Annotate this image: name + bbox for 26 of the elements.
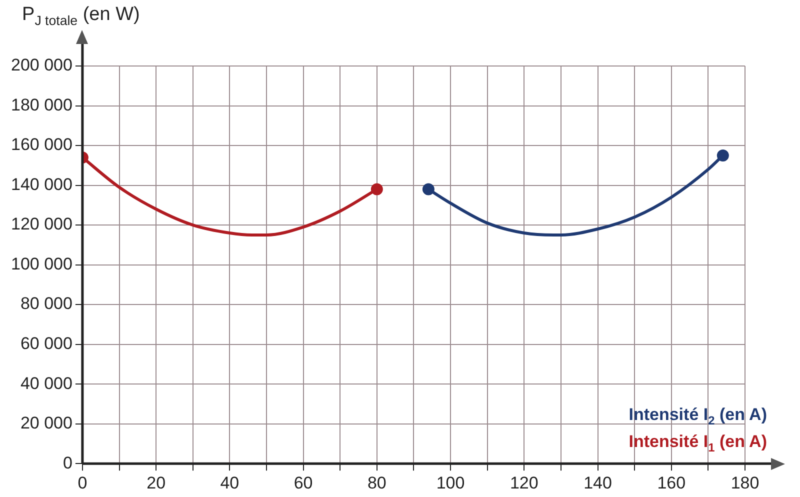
- y-tick-label: 140 000: [11, 174, 72, 194]
- y-axis-title: P$_{J totale}$ (en W): [22, 4, 140, 28]
- point: [422, 183, 434, 196]
- y-tick-label: 120 000: [11, 214, 72, 234]
- x-tick-label: 160: [657, 473, 686, 492]
- x-tick-label: 80: [367, 473, 386, 492]
- text: Intensité I$_{1}$ (en A): [628, 430, 767, 456]
- x-tick-label: 0: [78, 473, 88, 492]
- y-tick-label: 80 000: [20, 294, 72, 314]
- text: Intensité I$_{2}$ (en A): [628, 404, 767, 429]
- x-tick-label: 60: [294, 473, 313, 492]
- point: [716, 149, 729, 162]
- y-tick-label: 0: [62, 453, 72, 472]
- y-tick-label: 180 000: [11, 95, 72, 114]
- x-tick-label: 100: [436, 473, 465, 492]
- x-tick-label: 20: [146, 473, 166, 492]
- y-tick-label: 60 000: [20, 334, 72, 354]
- y-tick-label: 100 000: [11, 254, 72, 274]
- y-tick-label: 20 000: [20, 414, 72, 433]
- x-tick-label: 140: [584, 473, 612, 492]
- x-tick-label: 120: [510, 473, 538, 492]
- x-tick-label: 40: [220, 473, 240, 492]
- y-tick-label: 40 000: [20, 374, 72, 393]
- y-tick-label: 200 000: [11, 56, 72, 75]
- x-tick-label: 180: [730, 473, 760, 492]
- y-tick-label: 160 000: [11, 135, 72, 154]
